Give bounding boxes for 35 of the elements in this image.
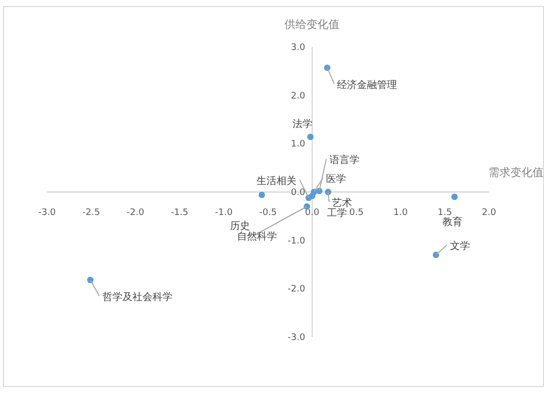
x-tick-label: -3.0: [38, 208, 56, 218]
point: [307, 134, 314, 140]
annotation: 生活相关: [256, 174, 297, 187]
x-tick-label: 1.0: [393, 208, 408, 218]
y-tick-label: -2.0: [288, 284, 306, 295]
annotation: 工学: [327, 206, 348, 219]
y-tick-label: -1.0: [288, 236, 306, 246]
y-axis-title: 供给变化值: [284, 18, 340, 31]
point: [451, 194, 458, 200]
x-tick-label: -1.0: [215, 208, 233, 218]
annotation: 历史: [230, 220, 250, 232]
point: [258, 192, 266, 198]
annotation: 哲学及社会科学: [102, 290, 172, 303]
x-tick-label: 2.0: [482, 208, 496, 218]
x-tick-label: -2.0: [126, 208, 144, 218]
x-tick-label: 0.5: [349, 208, 364, 218]
annotation: 法学: [292, 118, 312, 130]
annotation: 经济金融管理: [337, 78, 398, 91]
x-tick-label: -2.5: [82, 208, 100, 218]
x-axis-title: 需求变化值: [488, 166, 544, 179]
y-tick-label: 2.0: [290, 91, 306, 102]
annotation: 艺术: [332, 197, 352, 209]
annotation: 文学: [450, 240, 470, 252]
y-tick-label: 3.0: [290, 43, 306, 53]
x-tick-label: -1.5: [170, 208, 188, 218]
point: [305, 194, 312, 201]
annotation: 医学: [326, 173, 346, 185]
x-tick-label: -0.5: [259, 208, 277, 218]
annotation: 语言学: [329, 154, 360, 166]
y-tick-label: -3.0: [288, 333, 306, 343]
y-tick-label: 1.0: [290, 140, 306, 150]
x-tick-label: 1.5: [438, 208, 452, 218]
y-tick-label: 0.0: [290, 188, 306, 198]
annotation: 教育: [442, 216, 463, 228]
annotation: 自然科学: [236, 230, 277, 242]
